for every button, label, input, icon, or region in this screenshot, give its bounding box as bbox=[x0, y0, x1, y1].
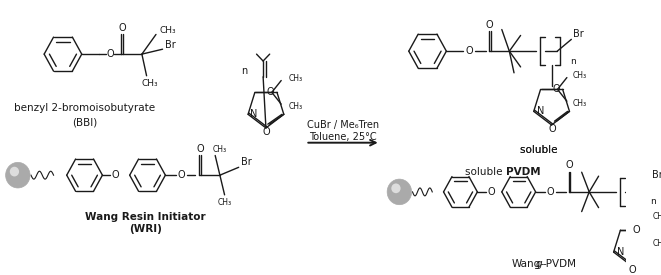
Text: soluble: soluble bbox=[465, 167, 506, 177]
Text: O: O bbox=[178, 170, 185, 180]
Text: g: g bbox=[535, 259, 542, 269]
Text: n: n bbox=[241, 66, 247, 76]
Text: O: O bbox=[566, 160, 573, 170]
Text: O: O bbox=[118, 23, 126, 32]
Circle shape bbox=[387, 179, 412, 205]
Text: N: N bbox=[537, 106, 544, 116]
Text: O: O bbox=[547, 187, 555, 197]
Circle shape bbox=[10, 167, 19, 177]
Text: O: O bbox=[262, 127, 270, 137]
Text: O: O bbox=[106, 49, 114, 59]
Text: Br: Br bbox=[241, 157, 252, 167]
Text: O: O bbox=[196, 144, 204, 154]
Text: N: N bbox=[617, 247, 624, 257]
Text: Br: Br bbox=[165, 40, 175, 50]
Text: Wang-: Wang- bbox=[512, 259, 545, 269]
Text: CH₃: CH₃ bbox=[653, 239, 661, 248]
Text: Wang Resin Initiator: Wang Resin Initiator bbox=[85, 211, 206, 221]
Text: Br: Br bbox=[652, 170, 661, 180]
Text: CH₃: CH₃ bbox=[212, 145, 227, 154]
Text: O: O bbox=[553, 84, 560, 94]
Text: CH₃: CH₃ bbox=[653, 212, 661, 221]
Text: CH₃: CH₃ bbox=[288, 74, 302, 83]
Circle shape bbox=[6, 162, 30, 188]
Text: O: O bbox=[486, 20, 493, 30]
Text: O: O bbox=[465, 46, 473, 56]
Text: (BBI): (BBI) bbox=[72, 117, 97, 127]
Text: O: O bbox=[112, 170, 120, 180]
Text: CH₃: CH₃ bbox=[573, 71, 587, 80]
Text: Br: Br bbox=[572, 29, 583, 39]
Text: soluble: soluble bbox=[520, 145, 561, 155]
Text: PVDM: PVDM bbox=[506, 167, 540, 177]
Circle shape bbox=[391, 183, 401, 193]
Text: CH₃: CH₃ bbox=[573, 99, 587, 108]
Text: CuBr / Me₆Tren: CuBr / Me₆Tren bbox=[307, 120, 379, 130]
Text: CH₃: CH₃ bbox=[288, 101, 302, 111]
Text: CH₃: CH₃ bbox=[141, 79, 158, 88]
Text: -PVDM: -PVDM bbox=[542, 259, 576, 269]
Text: N: N bbox=[250, 109, 257, 119]
Text: benzyl 2-bromoisobutyrate: benzyl 2-bromoisobutyrate bbox=[14, 103, 155, 113]
Text: soluble: soluble bbox=[520, 145, 561, 155]
Text: O: O bbox=[266, 87, 274, 97]
Text: CH₃: CH₃ bbox=[160, 26, 176, 35]
Text: (WRI): (WRI) bbox=[129, 224, 162, 234]
Text: O: O bbox=[632, 225, 640, 235]
Text: CH₃: CH₃ bbox=[217, 198, 231, 207]
Text: Toluene, 25°C: Toluene, 25°C bbox=[309, 132, 377, 142]
Text: O: O bbox=[549, 124, 557, 134]
Text: O: O bbox=[629, 265, 637, 275]
Text: O: O bbox=[488, 187, 495, 197]
Text: n: n bbox=[570, 57, 576, 65]
Text: n: n bbox=[650, 197, 656, 206]
